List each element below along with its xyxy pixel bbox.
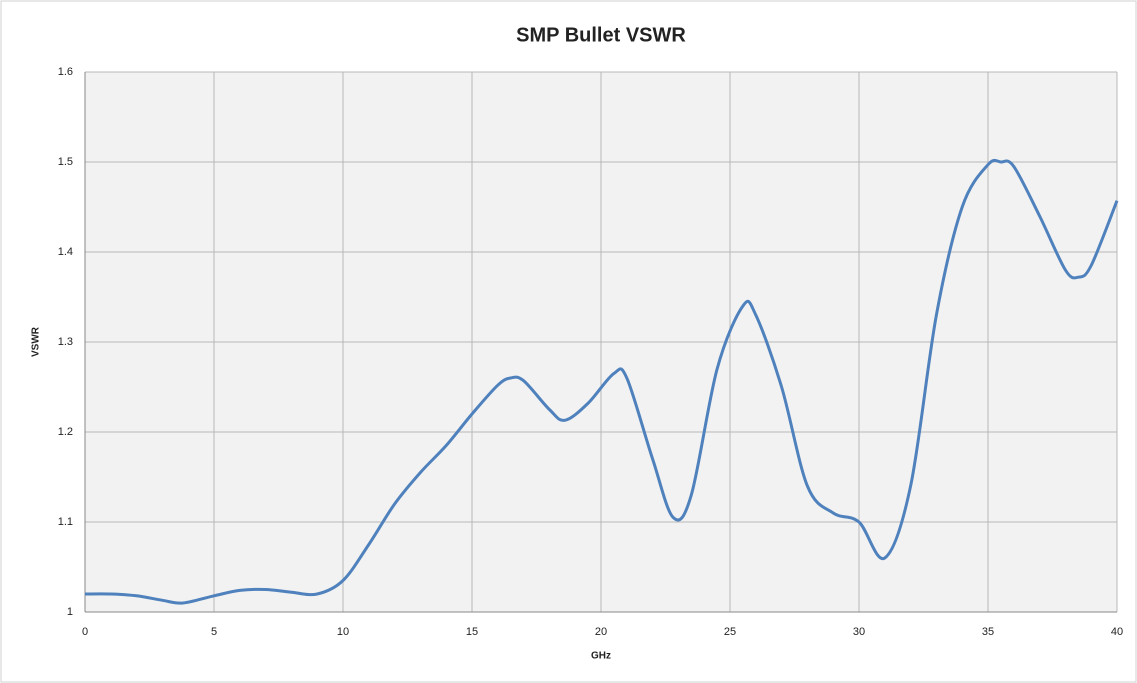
x-axis-label: GHz xyxy=(591,651,611,662)
y-tick-label: 1.2 xyxy=(58,426,73,438)
x-tick-label: 30 xyxy=(853,626,865,638)
y-tick-label: 1 xyxy=(67,606,73,618)
x-tick-label: 5 xyxy=(211,626,217,638)
y-tick-label: 1.5 xyxy=(58,156,73,168)
data-line xyxy=(84,158,1119,605)
x-tick-label: 40 xyxy=(1111,626,1123,638)
y-tick-label: 1.1 xyxy=(58,516,73,528)
x-tick-label: 0 xyxy=(82,626,88,638)
y-tick-label: 1.3 xyxy=(58,336,73,348)
y-axis-label: VSWR xyxy=(31,326,42,357)
chart-title: SMP Bullet VSWR xyxy=(516,24,686,46)
x-tick-label: 35 xyxy=(982,626,994,638)
y-tick-label: 1.6 xyxy=(58,66,73,78)
y-tick-label: 1.4 xyxy=(58,246,73,258)
x-tick-label: 10 xyxy=(337,626,349,638)
x-tick-label: 15 xyxy=(466,626,478,638)
x-tick-label: 25 xyxy=(724,626,736,638)
x-tick-label: 20 xyxy=(595,626,607,638)
